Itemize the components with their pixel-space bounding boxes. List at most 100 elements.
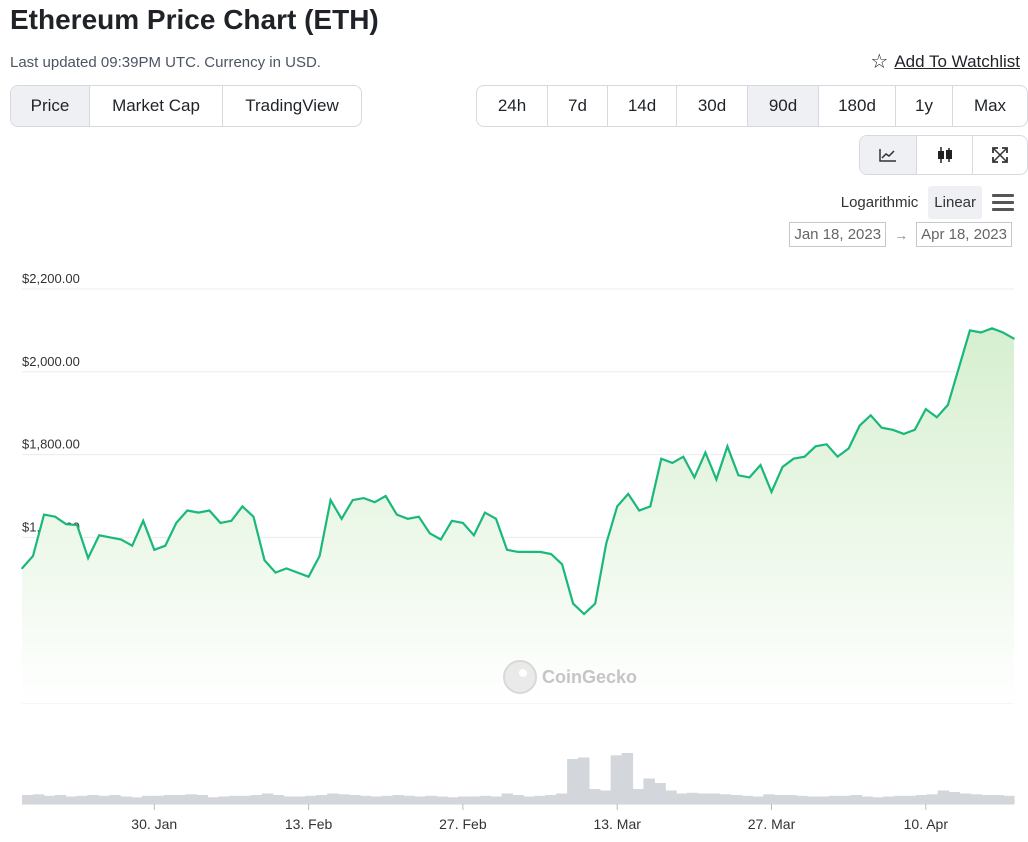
price-point: [561, 563, 563, 566]
volume-bar: [915, 795, 928, 804]
price-point: [980, 331, 982, 334]
volume-bar: [654, 783, 666, 804]
candlestick-button[interactable]: [917, 136, 973, 174]
price-point: [936, 416, 938, 419]
volume-bar: [436, 796, 448, 804]
volume-bar: [894, 795, 906, 805]
expand-icon: [992, 147, 1008, 163]
fullscreen-button[interactable]: [973, 136, 1027, 174]
price-point: [583, 613, 585, 615]
price-point: [803, 455, 806, 458]
volume-bar: [578, 757, 590, 804]
tab-price[interactable]: Price: [11, 86, 90, 126]
price-point: [131, 544, 133, 547]
tab-market-cap[interactable]: Market Cap: [90, 86, 223, 126]
price-point: [54, 515, 56, 518]
range-24h-button[interactable]: 24h: [477, 86, 548, 126]
price-point: [153, 549, 156, 551]
price-point: [384, 495, 387, 497]
price-point: [550, 553, 552, 555]
price-point: [616, 505, 618, 508]
price-point: [241, 505, 244, 508]
volume-bar: [414, 796, 426, 804]
volume-bar: [523, 796, 535, 804]
date-from-input[interactable]: Jan 18, 2023: [789, 222, 887, 247]
scale-selector: Logarithmic Linear: [835, 186, 1014, 219]
volume-bar: [534, 795, 546, 805]
volume-bars: [22, 753, 1015, 805]
volume-bar: [468, 796, 481, 804]
price-point: [373, 501, 376, 503]
price-point: [847, 447, 850, 450]
price-point: [396, 513, 398, 516]
date-to-input[interactable]: Apr 18, 2023: [916, 222, 1012, 247]
volume-bar: [381, 795, 394, 805]
price-point: [903, 433, 905, 435]
price-point: [440, 538, 442, 541]
range-30d-button[interactable]: 30d: [677, 86, 748, 126]
x-tick-label: 27. Mar: [748, 816, 796, 832]
price-point: [649, 505, 652, 508]
line-chart-icon: [879, 149, 896, 162]
volume-bar: [981, 795, 993, 804]
volume-bar: [905, 795, 917, 805]
price-point: [682, 455, 685, 458]
volume-bar: [294, 796, 306, 804]
linear-scale-option[interactable]: Linear: [928, 186, 982, 219]
volume-bar: [632, 789, 644, 804]
date-range-inputs: Jan 18, 2023 → Apr 18, 2023: [789, 222, 1012, 247]
price-point: [726, 445, 729, 448]
volume-bar: [185, 794, 197, 805]
volume-bar: [970, 794, 982, 805]
chart-type-selector: [859, 135, 1028, 175]
tab-tradingview[interactable]: TradingView: [245, 96, 339, 115]
range-90d-button[interactable]: 90d: [748, 86, 819, 126]
price-point: [892, 429, 894, 431]
volume-bar: [665, 790, 677, 804]
x-tick-label: 10. Apr: [904, 816, 949, 832]
volume-bar: [458, 796, 470, 804]
star-icon: ☆: [870, 51, 889, 73]
x-tick-label: 30. Jan: [131, 816, 177, 832]
volume-bar: [610, 755, 623, 805]
volume-bar: [741, 795, 753, 805]
x-tick-label: 13. Mar: [593, 816, 641, 832]
volume-bar: [959, 793, 971, 804]
price-point: [407, 518, 409, 520]
price-point: [307, 575, 310, 578]
range-14d-button[interactable]: 14d: [608, 86, 677, 126]
price-point: [660, 457, 663, 460]
price-point: [329, 499, 332, 501]
range-7d-button[interactable]: 7d: [548, 86, 608, 126]
range-1y-button[interactable]: 1y: [896, 86, 953, 126]
range-180d-button[interactable]: 180d: [819, 86, 896, 126]
time-range-selector: 24h 7d 14d 30d 90d 180d 1y Max: [476, 85, 1028, 127]
volume-bar: [926, 794, 939, 805]
price-point: [605, 542, 607, 545]
volume-bar: [730, 795, 743, 804]
gecko-eye-icon: [519, 669, 527, 677]
volume-bar: [588, 789, 601, 804]
hamburger-menu-icon[interactable]: [992, 194, 1014, 211]
volume-bar: [774, 795, 786, 804]
price-point: [43, 513, 45, 516]
volume-bar: [87, 795, 99, 804]
price-point: [737, 474, 740, 477]
price-point: [318, 555, 321, 557]
line-chart-button[interactable]: [860, 136, 917, 174]
volume-bar: [1003, 795, 1015, 805]
volume-bar: [948, 792, 961, 804]
price-point: [825, 443, 828, 446]
range-max-button[interactable]: Max: [973, 96, 1007, 115]
price-chart[interactable]: $1,200.00$1,400.00$1,600.00$1,800.00$2,0…: [0, 260, 1028, 842]
price-point: [594, 602, 596, 605]
logarithmic-scale-option[interactable]: Logarithmic: [840, 194, 919, 211]
candlestick-icon: [937, 147, 952, 163]
page-title: Ethereum Price Chart (ETH): [10, 4, 379, 35]
add-to-watchlist-link[interactable]: ☆ Add To Watchlist: [870, 52, 1020, 72]
volume-bar: [850, 795, 862, 804]
price-point: [792, 457, 795, 460]
price-point: [451, 520, 453, 522]
volume-bar: [556, 793, 568, 804]
volume-bar: [676, 793, 688, 804]
